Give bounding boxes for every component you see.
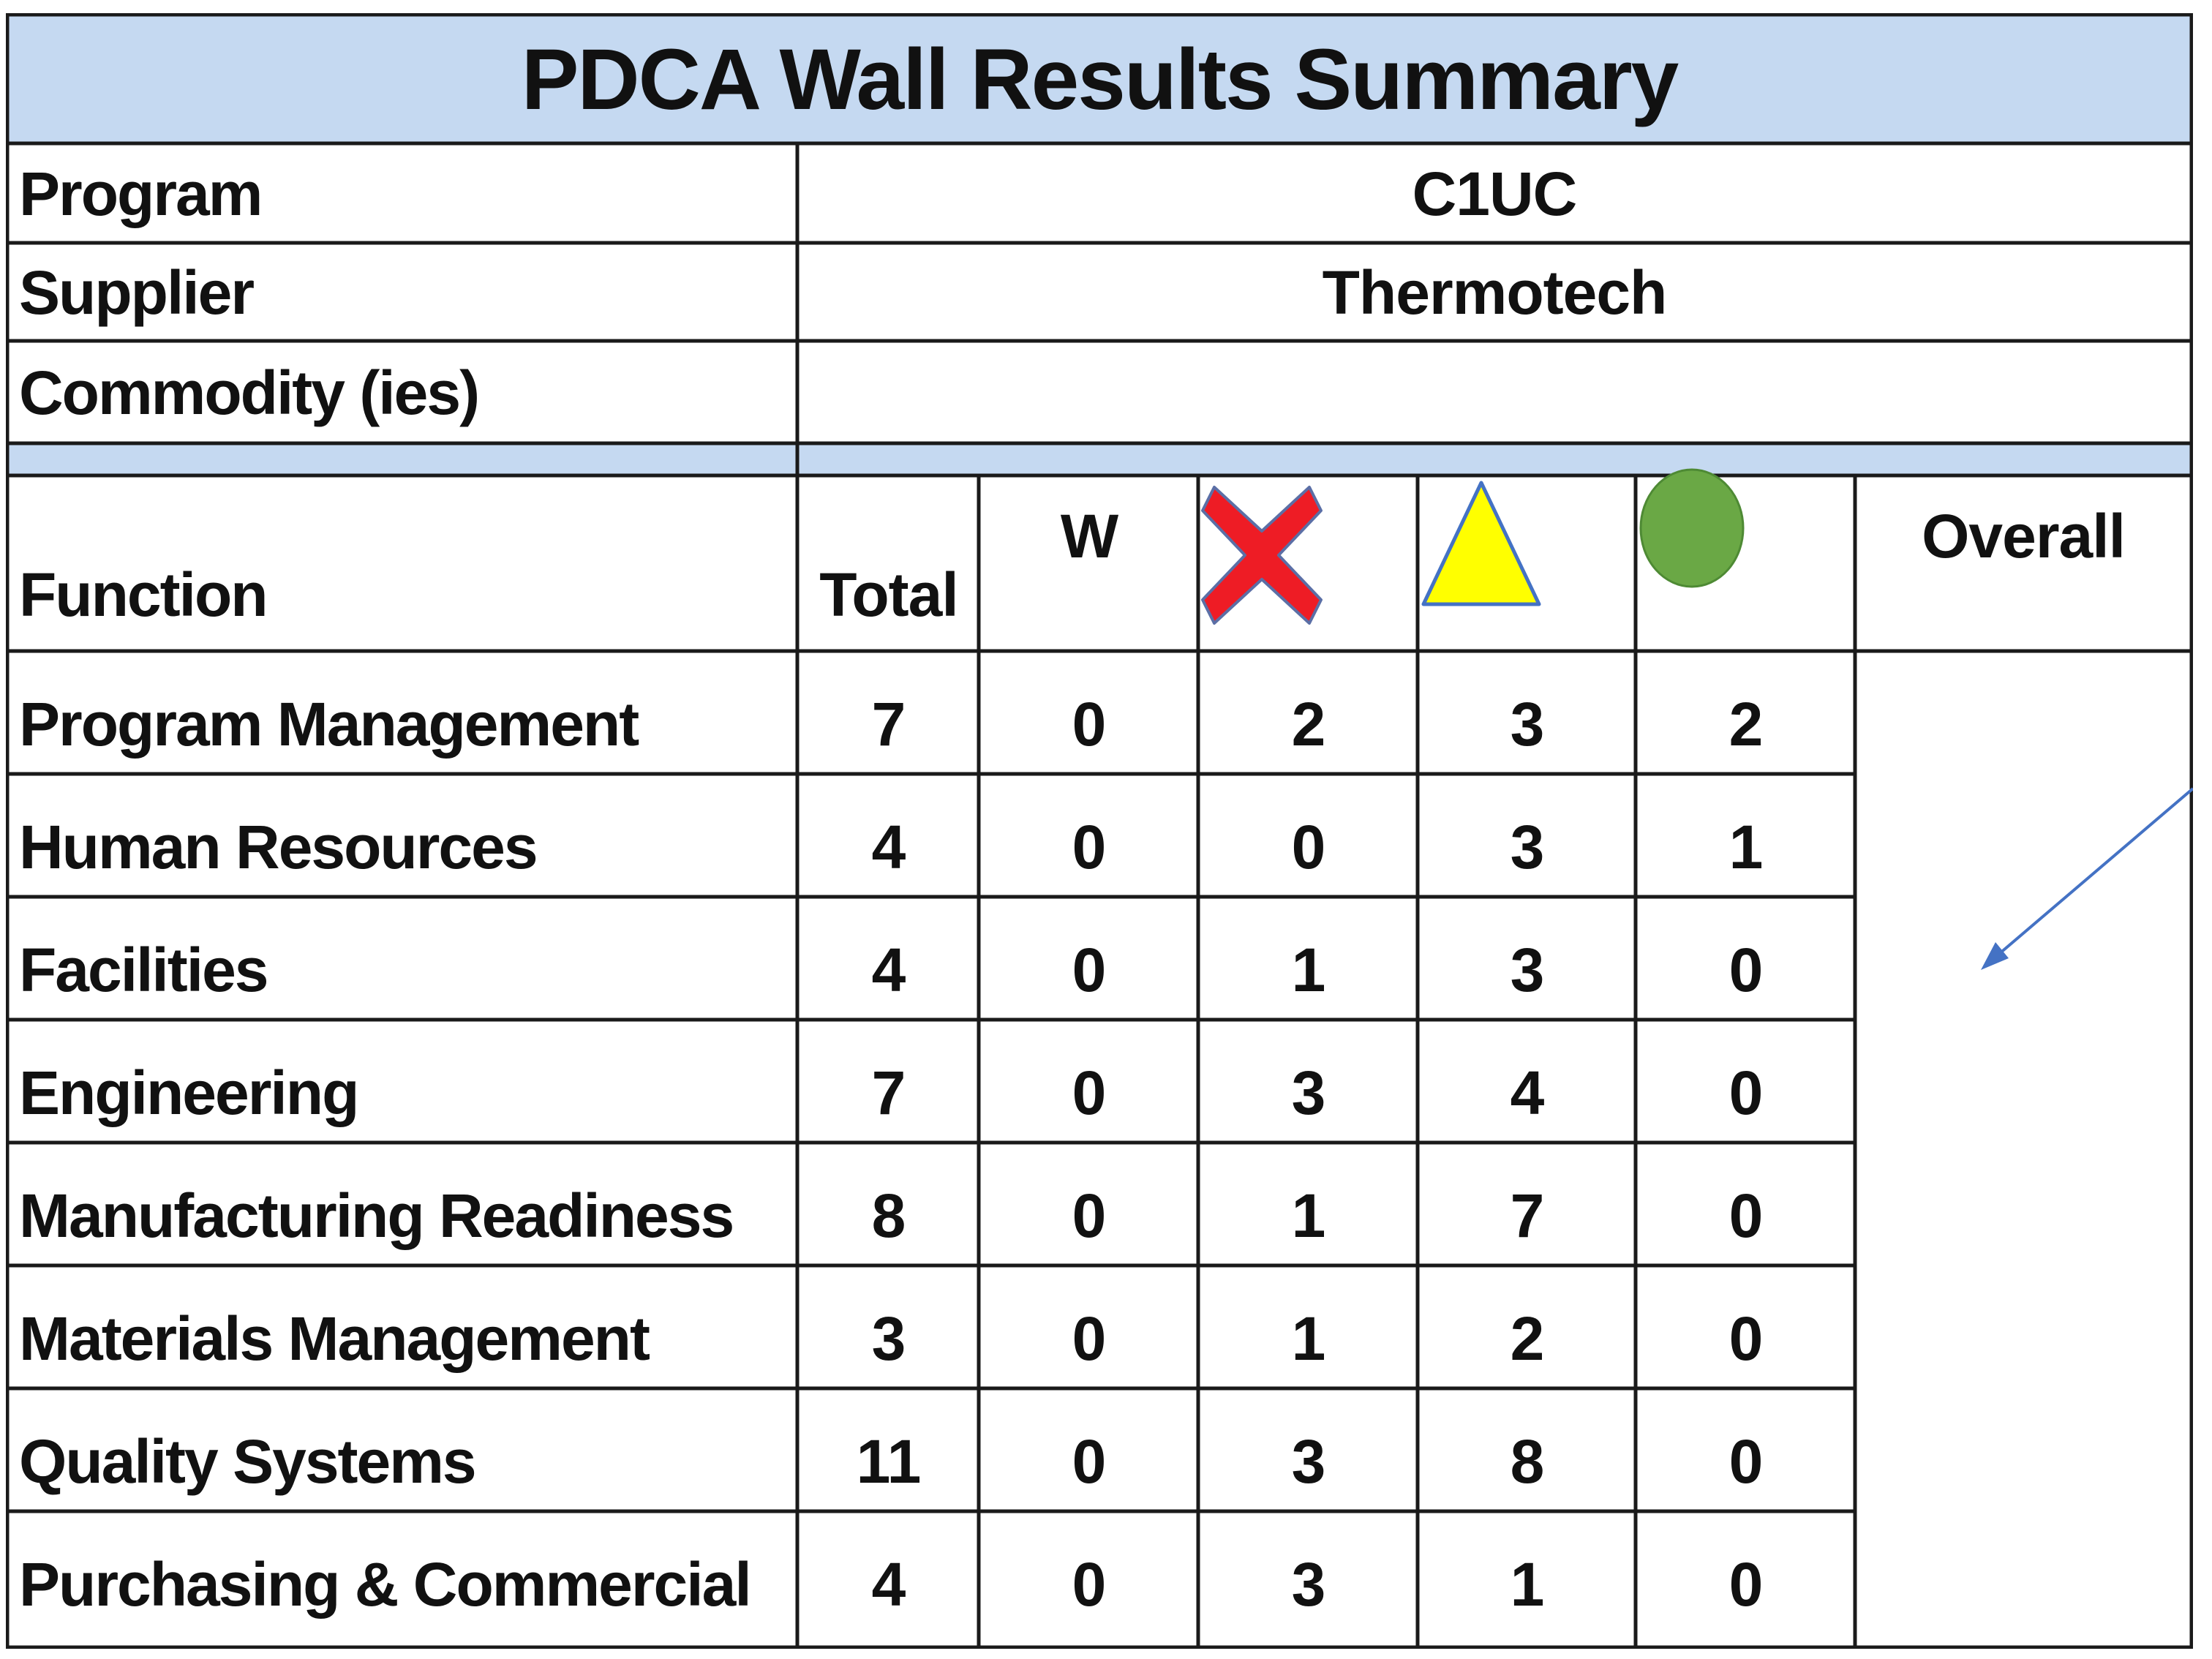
total-cell: 11 bbox=[856, 1426, 922, 1496]
commodity-value bbox=[799, 342, 2190, 443]
function-cell: Quality Systems bbox=[19, 1426, 477, 1496]
w-cell: 0 bbox=[1072, 812, 1107, 881]
total-cell: 4 bbox=[871, 1549, 906, 1619]
red-count-cell: 1 bbox=[1291, 1304, 1326, 1373]
green-count-cell: 2 bbox=[1728, 689, 1764, 759]
w-cell: 0 bbox=[1072, 935, 1107, 1004]
page-title: PDCA Wall Results Summary bbox=[521, 31, 1679, 128]
total-cell: 8 bbox=[871, 1181, 906, 1250]
function-cell: Manufacturing Readiness bbox=[19, 1181, 734, 1250]
green-count-cell: 0 bbox=[1728, 1304, 1764, 1373]
supplier-label: Supplier bbox=[19, 257, 255, 327]
w-cell: 0 bbox=[1072, 1058, 1107, 1127]
red-count-cell: 1 bbox=[1291, 935, 1326, 1004]
red-count-cell: 3 bbox=[1291, 1426, 1326, 1496]
title-band bbox=[9, 16, 2190, 143]
total-cell: 4 bbox=[871, 935, 906, 1004]
yellow-count-cell: 3 bbox=[1510, 689, 1545, 759]
green-count-cell: 0 bbox=[1728, 1426, 1764, 1496]
w-cell: 0 bbox=[1072, 1304, 1107, 1373]
yellow-count-cell: 3 bbox=[1510, 935, 1545, 1004]
program-label: Program bbox=[19, 159, 263, 228]
total-header: Total bbox=[819, 560, 958, 629]
red-x-icon bbox=[1200, 478, 1418, 650]
w-header: W bbox=[1060, 501, 1118, 571]
yellow-count-cell: 7 bbox=[1510, 1181, 1545, 1250]
green-count-cell: 0 bbox=[1728, 935, 1764, 1004]
red-count-cell: 0 bbox=[1291, 812, 1326, 881]
commodity-label: Commodity (ies) bbox=[19, 358, 480, 427]
yellow-count-cell: 3 bbox=[1510, 812, 1545, 881]
yellow-count-cell: 4 bbox=[1510, 1058, 1545, 1127]
function-cell: Materials Management bbox=[19, 1304, 650, 1373]
w-cell: 0 bbox=[1072, 689, 1107, 759]
function-header: Function bbox=[19, 560, 268, 629]
green-count-cell: 0 bbox=[1728, 1058, 1764, 1127]
table-grid bbox=[6, 13, 2193, 1649]
function-cell: Program Management bbox=[19, 689, 639, 759]
red-count-cell: 1 bbox=[1291, 1181, 1326, 1250]
green-count-cell: 0 bbox=[1728, 1181, 1764, 1250]
yellow-count-cell: 8 bbox=[1510, 1426, 1545, 1496]
separator-band bbox=[9, 443, 2190, 475]
total-cell: 7 bbox=[871, 1058, 906, 1127]
annotation-arrow bbox=[1981, 787, 2193, 970]
supplier-value: Thermotech bbox=[1322, 257, 1668, 327]
green-count-cell: 0 bbox=[1728, 1549, 1764, 1619]
overall-header: Overall bbox=[1922, 501, 2126, 571]
program-value: C1UC bbox=[1412, 159, 1578, 228]
w-cell: 0 bbox=[1072, 1181, 1107, 1250]
yellow-count-cell: 1 bbox=[1510, 1549, 1545, 1619]
function-cell: Human Resources bbox=[19, 812, 538, 881]
function-cell: Engineering bbox=[19, 1058, 359, 1127]
total-cell: 4 bbox=[871, 812, 906, 881]
yellow-count-cell: 2 bbox=[1510, 1304, 1545, 1373]
function-cell: Facilities bbox=[19, 935, 269, 1004]
red-count-cell: 2 bbox=[1291, 689, 1326, 759]
pdca-summary-table: PDCA Wall Results Summary Program C1UC S… bbox=[6, 13, 2193, 1649]
function-cell: Purchasing & Commercial bbox=[19, 1549, 752, 1619]
w-cell: 0 bbox=[1072, 1426, 1107, 1496]
total-cell: 7 bbox=[871, 689, 906, 759]
red-count-cell: 3 bbox=[1291, 1549, 1326, 1619]
yellow-triangle-icon bbox=[1419, 478, 1636, 650]
green-circle-icon bbox=[1637, 467, 1855, 635]
red-count-cell: 3 bbox=[1291, 1058, 1326, 1127]
w-cell: 0 bbox=[1072, 1549, 1107, 1619]
green-count-cell: 1 bbox=[1728, 812, 1764, 881]
total-cell: 3 bbox=[871, 1304, 906, 1373]
